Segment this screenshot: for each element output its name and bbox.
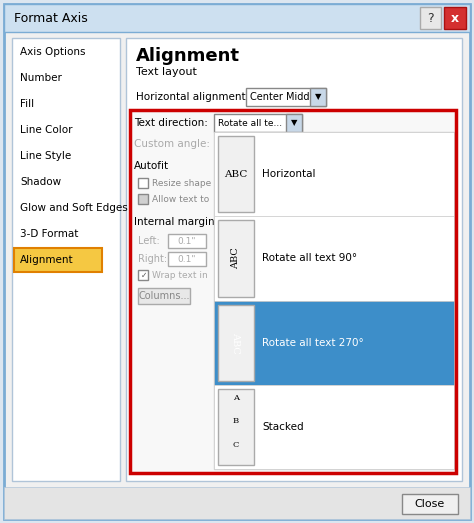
Bar — [218, 304, 254, 381]
Text: Fill: Fill — [20, 99, 34, 109]
Bar — [4, 4, 470, 32]
Text: ▼: ▼ — [291, 119, 297, 128]
Text: Line Style: Line Style — [20, 151, 71, 161]
Text: ?: ? — [427, 12, 434, 25]
Bar — [218, 389, 254, 465]
Text: Rotate all te...: Rotate all te... — [218, 119, 282, 128]
Text: ▼: ▼ — [315, 93, 321, 101]
Text: Allow text to: Allow text to — [152, 195, 209, 203]
Bar — [130, 110, 456, 473]
Bar — [310, 88, 326, 106]
Bar — [444, 7, 466, 29]
Text: Text direction:: Text direction: — [134, 118, 208, 128]
Text: Autofit: Autofit — [134, 161, 169, 171]
Bar — [420, 7, 441, 29]
Text: 0.1": 0.1" — [178, 236, 196, 245]
Bar — [130, 110, 456, 473]
Text: Right:: Right: — [138, 254, 167, 264]
Text: C: C — [233, 440, 239, 449]
Text: Left:: Left: — [138, 236, 160, 246]
Text: B: B — [233, 417, 239, 425]
Bar — [138, 194, 148, 204]
Text: Text layout: Text layout — [136, 67, 197, 77]
Text: Rotate all text 90°: Rotate all text 90° — [262, 253, 357, 264]
Bar — [286, 114, 302, 132]
Text: Format Axis: Format Axis — [14, 12, 88, 25]
Text: Number: Number — [20, 73, 62, 83]
Bar — [138, 288, 190, 304]
Bar — [214, 114, 302, 132]
Text: Alignment: Alignment — [20, 255, 73, 265]
Bar — [214, 216, 454, 301]
Text: Close: Close — [415, 499, 445, 509]
Text: Shadow: Shadow — [20, 177, 61, 187]
Text: 3-D Format: 3-D Format — [20, 229, 78, 239]
Text: Horizontal alignment:: Horizontal alignment: — [136, 92, 249, 102]
Bar — [4, 487, 470, 519]
Bar — [402, 494, 458, 514]
Text: Resize shape: Resize shape — [152, 178, 211, 188]
Bar — [214, 132, 454, 216]
Bar — [214, 301, 454, 385]
Bar — [246, 88, 326, 106]
Text: Internal margin: Internal margin — [134, 217, 215, 227]
Text: ABC: ABC — [231, 332, 240, 354]
Text: Custom angle:: Custom angle: — [134, 139, 210, 149]
Text: Columns...: Columns... — [138, 291, 190, 301]
Bar — [218, 136, 254, 212]
Text: Wrap text in: Wrap text in — [152, 270, 208, 279]
Text: Rotate all text 270°: Rotate all text 270° — [262, 338, 364, 348]
Text: Horizontal: Horizontal — [262, 169, 316, 179]
Text: Glow and Soft Edges: Glow and Soft Edges — [20, 203, 128, 213]
Bar — [138, 178, 148, 188]
Bar — [214, 385, 454, 469]
Bar — [168, 234, 206, 248]
Bar — [126, 38, 462, 481]
Bar — [138, 270, 148, 280]
Bar — [14, 248, 102, 272]
Bar — [168, 252, 206, 266]
Text: ✓: ✓ — [141, 270, 147, 279]
Text: Center Middle: Center Middle — [250, 92, 318, 102]
Bar — [214, 132, 454, 469]
Text: Line Color: Line Color — [20, 125, 73, 135]
Text: x: x — [451, 12, 459, 25]
Text: Stacked: Stacked — [262, 422, 304, 432]
Text: ABC: ABC — [224, 169, 248, 179]
Text: A: A — [233, 394, 239, 402]
Text: 0.1": 0.1" — [178, 255, 196, 264]
Bar — [218, 220, 254, 297]
Text: ABC: ABC — [231, 247, 240, 269]
Text: Alignment: Alignment — [136, 47, 240, 65]
Bar — [12, 38, 120, 481]
Text: Axis Options: Axis Options — [20, 47, 85, 57]
